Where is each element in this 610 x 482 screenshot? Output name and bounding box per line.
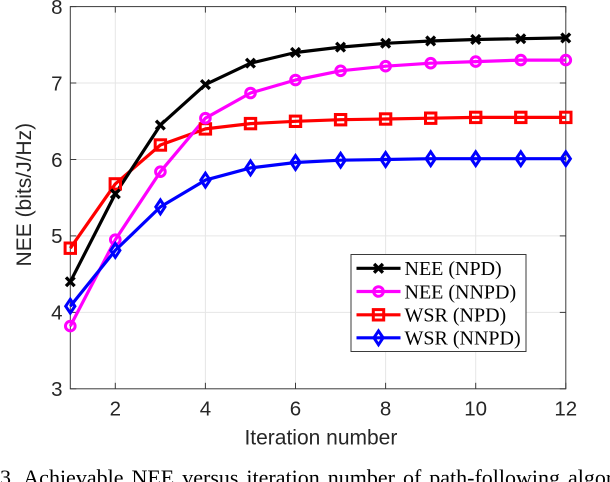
svg-text:WSR (NNPD): WSR (NNPD): [405, 328, 521, 350]
svg-text:10: 10: [464, 398, 487, 421]
svg-text:5: 5: [51, 225, 62, 248]
svg-text:Iteration number: Iteration number: [244, 427, 397, 450]
svg-text:12: 12: [554, 398, 577, 421]
svg-text:NEE (NNPD): NEE (NNPD): [405, 281, 517, 303]
svg-text:6: 6: [51, 149, 62, 172]
svg-text:4: 4: [51, 302, 62, 325]
svg-text:8: 8: [51, 0, 62, 19]
svg-text:4: 4: [200, 398, 211, 421]
svg-text:8: 8: [380, 398, 391, 421]
svg-text:2: 2: [110, 398, 121, 421]
svg-text:WSR (NPD): WSR (NPD): [405, 305, 507, 327]
svg-text:6: 6: [290, 398, 301, 421]
svg-text:7: 7: [51, 72, 62, 95]
svg-text:NEE (bits/J/Hz): NEE (bits/J/Hz): [13, 123, 36, 267]
svg-text:3: 3: [51, 378, 62, 401]
svg-text:NEE (NPD): NEE (NPD): [405, 258, 502, 280]
